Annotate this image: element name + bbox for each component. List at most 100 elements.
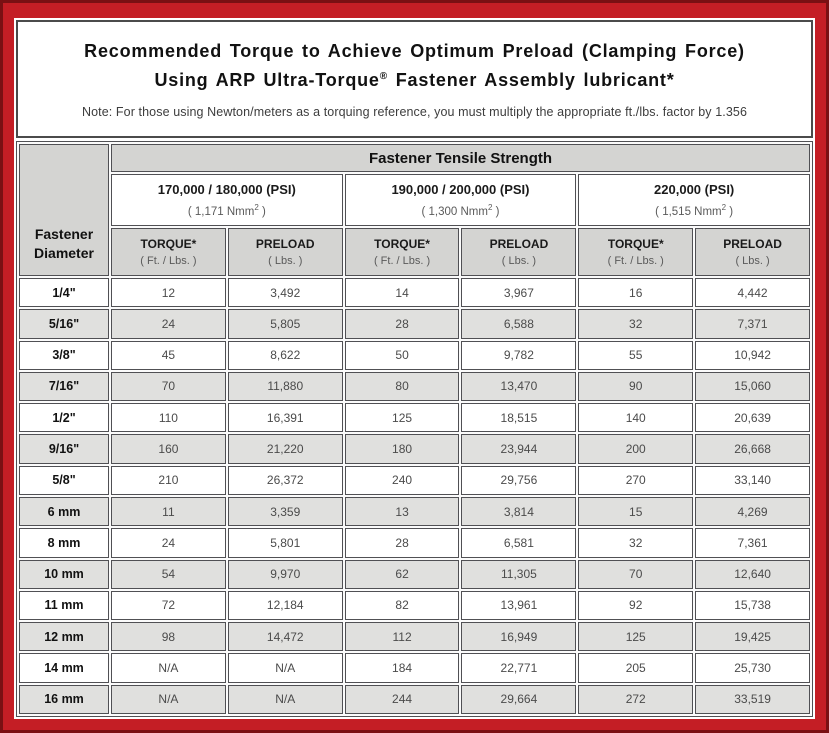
- nmm-pre: ( 1,300 Nmm: [421, 205, 488, 218]
- page-title-line1: Recommended Torque to Achieve Optimum Pr…: [84, 41, 745, 61]
- preload-unit: ( Lbs. ): [268, 255, 303, 267]
- torque-value-cell: 13: [344, 496, 460, 527]
- psi-group-2-header: 190,000 / 200,000 (PSI) ( 1,300 Nmm2 ): [344, 174, 577, 226]
- preload-value-cell: 8,622: [227, 340, 343, 370]
- psi-group-1-nmm: ( 1,171 Nmm2 ): [112, 203, 342, 218]
- preload-value-cell: 13,961: [461, 590, 577, 621]
- torque-value-cell: 12: [111, 278, 226, 308]
- table-row: 7/16" 70 11,880 80 13,470 90 15,060: [19, 371, 810, 402]
- torque-value-cell: 55: [578, 340, 694, 370]
- preload-value-cell: 15,738: [695, 590, 810, 621]
- torque-value-cell: 72: [111, 590, 226, 621]
- torque-value-cell: 112: [344, 622, 460, 652]
- preload-label: PRELOAD: [723, 237, 782, 251]
- nmm-superscript: 2: [487, 203, 493, 213]
- torque-label: TORQUE*: [374, 237, 430, 251]
- torque-value-cell: 90: [578, 371, 694, 402]
- preload-value-cell: 16,949: [461, 622, 577, 652]
- preload-value-cell: 26,372: [227, 465, 343, 495]
- table-row: 5/16" 24 5,805 28 6,588 32 7,371: [19, 309, 810, 339]
- preload-value-cell: 10,942: [695, 340, 810, 370]
- torque-unit: ( Ft. / Lbs. ): [373, 255, 431, 267]
- preload-value-cell: 25,730: [695, 653, 810, 683]
- preload-value-cell: 11,305: [461, 559, 577, 589]
- torque-value-cell: 125: [344, 403, 460, 433]
- preload-column-header-2: PRELOAD ( Lbs. ): [461, 228, 577, 276]
- fastener-diameter-cell: 14 mm: [19, 653, 109, 683]
- torque-value-cell: 32: [578, 309, 694, 339]
- torque-value-cell: 184: [344, 653, 460, 683]
- fastener-diameter-cell: 8 mm: [19, 528, 109, 558]
- preload-value-cell: N/A: [227, 653, 343, 683]
- psi-group-1-value: 170,000 / 180,000 (PSI): [157, 182, 296, 198]
- psi-header-row: 170,000 / 180,000 (PSI) ( 1,171 Nmm2 ) 1…: [19, 174, 810, 226]
- torque-value-cell: 50: [344, 340, 460, 370]
- table-row: 3/8" 45 8,622 50 9,782 55 10,942: [19, 340, 810, 370]
- preload-value-cell: 7,371: [695, 309, 810, 339]
- table-row: 10 mm 54 9,970 62 11,305 70 12,640: [19, 559, 810, 589]
- page-content: Recommended Torque to Achieve Optimum Pr…: [14, 18, 815, 719]
- table-row: 8 mm 24 5,801 28 6,581 32 7,361: [19, 528, 810, 558]
- table-row: 14 mm N/A N/A 184 22,771 205 25,730: [19, 653, 810, 683]
- psi-group-3-header: 220,000 (PSI) ( 1,515 Nmm2 ): [578, 174, 810, 226]
- torque-value-cell: 70: [111, 371, 226, 402]
- torque-value-cell: 54: [111, 559, 226, 589]
- torque-value-cell: N/A: [111, 653, 226, 683]
- nmm-superscript: 2: [721, 203, 727, 213]
- torque-value-cell: 180: [344, 434, 460, 464]
- preload-value-cell: 29,664: [461, 684, 577, 714]
- page-title-line2: Using ARP Ultra-Torque® Fastener Assembl…: [18, 64, 811, 93]
- torque-value-cell: 210: [111, 465, 226, 495]
- preload-value-cell: 33,140: [695, 465, 810, 495]
- table-row: 5/8" 210 26,372 240 29,756 270 33,140: [19, 465, 810, 495]
- torque-value-cell: 82: [344, 590, 460, 621]
- preload-label: PRELOAD: [255, 237, 315, 251]
- fastener-diameter-cell: 5/8": [19, 465, 109, 495]
- torque-value-cell: 125: [578, 622, 694, 652]
- fastener-diameter-cell: 11 mm: [19, 590, 109, 621]
- preload-value-cell: 6,581: [461, 528, 577, 558]
- torque-value-cell: 32: [578, 528, 694, 558]
- nmm-post: ): [492, 205, 500, 218]
- table-row: 1/4" 12 3,492 14 3,967 16 4,442: [19, 278, 810, 308]
- preload-value-cell: 6,588: [461, 309, 577, 339]
- torque-value-cell: 98: [111, 622, 226, 652]
- torque-column-header-3: TORQUE* ( Ft. / Lbs. ): [578, 228, 694, 276]
- table-row: 9/16" 160 21,220 180 23,944 200 26,668: [19, 434, 810, 464]
- table-row: 12 mm 98 14,472 112 16,949 125 19,425: [19, 622, 810, 652]
- table-row: 16 mm N/A N/A 244 29,664 272 33,519: [19, 684, 810, 714]
- preload-value-cell: 5,801: [227, 528, 343, 558]
- preload-value-cell: 20,639: [695, 403, 810, 433]
- title-line2-post: Fastener Assembly lubricant*: [387, 70, 675, 90]
- preload-value-cell: 33,519: [695, 684, 810, 714]
- torque-value-cell: 14: [344, 278, 460, 308]
- torque-preload-header-row: TORQUE* ( Ft. / Lbs. ) PRELOAD ( Lbs. ) …: [19, 228, 810, 276]
- nmm-post: ): [258, 205, 266, 218]
- preload-value-cell: 3,967: [461, 278, 577, 308]
- fastener-diameter-line2: Diameter: [34, 245, 94, 261]
- fastener-diameter-cell: 7/16": [19, 371, 109, 402]
- title-line2-pre: Using ARP Ultra-Torque: [154, 70, 380, 90]
- torque-value-cell: 110: [111, 403, 226, 433]
- torque-value-cell: 15: [578, 496, 694, 527]
- fastener-diameter-line1: Fastener: [34, 226, 94, 242]
- torque-value-cell: 92: [578, 590, 694, 621]
- preload-value-cell: N/A: [227, 684, 343, 714]
- table-body: 1/4" 12 3,492 14 3,967 16 4,442 5/16" 24…: [19, 278, 810, 714]
- preload-column-header-1: PRELOAD ( Lbs. ): [227, 228, 343, 276]
- torque-value-cell: N/A: [111, 684, 226, 714]
- torque-value-cell: 28: [344, 528, 460, 558]
- preload-column-header-3: PRELOAD ( Lbs. ): [695, 228, 810, 276]
- nmm-post: ): [726, 205, 734, 218]
- torque-value-cell: 200: [578, 434, 694, 464]
- preload-value-cell: 5,805: [227, 309, 343, 339]
- torque-value-cell: 240: [344, 465, 460, 495]
- title-box: Recommended Torque to Achieve Optimum Pr…: [16, 20, 813, 138]
- torque-value-cell: 272: [578, 684, 694, 714]
- torque-label: TORQUE*: [607, 237, 664, 251]
- torque-preload-table: Fastener Diameter Fastener Tensile Stren…: [16, 141, 813, 717]
- fastener-tensile-strength-header: Fastener Tensile Strength: [111, 144, 810, 172]
- psi-group-3-nmm: ( 1,515 Nmm2 ): [579, 203, 809, 218]
- fastener-diameter-header: Fastener Diameter: [19, 144, 109, 276]
